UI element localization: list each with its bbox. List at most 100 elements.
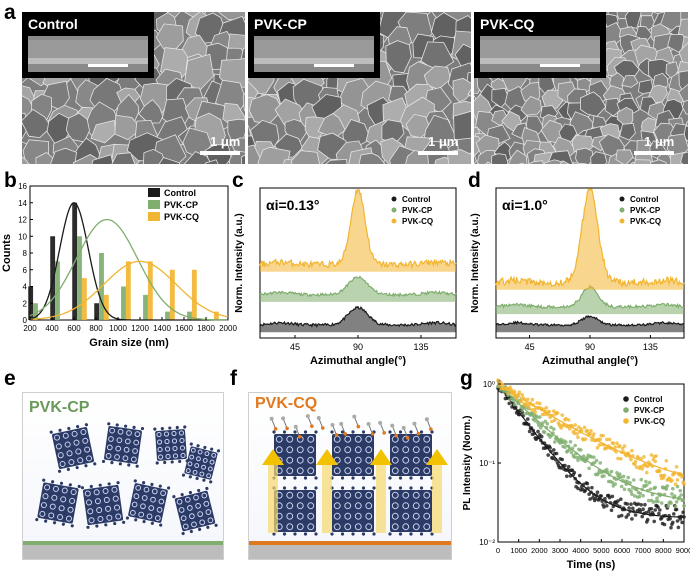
- decay-point: [526, 397, 530, 402]
- decay-point: [634, 487, 639, 492]
- lattice-site: [62, 432, 69, 439]
- lattice-site: [333, 523, 341, 531]
- histogram-bar: [33, 303, 38, 320]
- decay-point: [517, 390, 522, 394]
- lattice-site: [286, 523, 294, 531]
- crystal-body: [128, 483, 168, 523]
- lattice-site: [102, 487, 109, 495]
- lattice-site: [179, 445, 186, 451]
- decay-point: [610, 494, 615, 499]
- lattice-site: [344, 512, 352, 520]
- decay-point: [582, 425, 587, 430]
- decay-point: [552, 440, 557, 444]
- decay-point: [669, 501, 673, 505]
- lattice-site: [402, 523, 410, 531]
- lattice-site: [109, 427, 116, 434]
- octahedra-tip: [101, 459, 106, 464]
- lattice-site: [296, 456, 304, 464]
- legend-label: Control: [634, 395, 662, 404]
- lattice-site: [94, 498, 101, 505]
- sem-grain: [114, 114, 143, 141]
- y-axis-label: Counts: [1, 234, 13, 272]
- sem-grain: [485, 161, 492, 164]
- lattice-site: [333, 446, 341, 454]
- decay-point: [585, 428, 590, 433]
- histogram-bar: [50, 236, 56, 320]
- decay-point: [529, 408, 534, 412]
- decay-point: [583, 488, 588, 493]
- lattice-site: [67, 506, 74, 513]
- octahedra-tip: [189, 529, 193, 534]
- panel-label-c: c: [232, 169, 244, 192]
- decay-point: [670, 492, 674, 496]
- decay-point: [547, 409, 551, 414]
- decay-point: [592, 455, 596, 459]
- lattice-site: [412, 456, 420, 464]
- decay-point: [572, 431, 577, 435]
- decay-point: [672, 494, 677, 498]
- ligand-head: [297, 434, 302, 439]
- lattice-site: [423, 523, 431, 531]
- crystal-body: [274, 434, 316, 476]
- sem-grain: [452, 77, 471, 103]
- decay-point: [573, 423, 577, 427]
- lattice-site: [165, 453, 171, 460]
- ligand-atom: [366, 422, 371, 427]
- octahedra-tip: [409, 532, 413, 536]
- lattice-site: [156, 506, 163, 513]
- lattice-site: [60, 496, 67, 503]
- legend-marker: [623, 407, 629, 413]
- histogram-bar: [121, 286, 126, 320]
- decay-point: [662, 522, 667, 527]
- ligand-atom: [412, 421, 417, 426]
- legend-label: Control: [164, 188, 196, 198]
- decay-point: [566, 418, 571, 422]
- scale-bar-label: 1 μm: [428, 134, 459, 149]
- lattice-site: [354, 446, 362, 454]
- lattice-site: [211, 452, 217, 458]
- lattice-site: [391, 523, 399, 531]
- octahedra-tip: [398, 476, 403, 480]
- lattice-site: [65, 515, 72, 522]
- decay-fit-line: [497, 383, 685, 476]
- decay-point: [525, 401, 529, 406]
- decay-point: [626, 512, 630, 517]
- octahedra-tip: [84, 423, 89, 427]
- octahedra-tip: [51, 480, 55, 484]
- lattice-site: [205, 509, 212, 515]
- decay-point: [639, 457, 643, 461]
- octahedra-tip: [430, 430, 434, 434]
- lattice-site: [179, 437, 185, 444]
- crystal-body: [390, 490, 432, 532]
- lattice-site: [207, 466, 213, 472]
- decay-point: [535, 415, 539, 419]
- decay-point: [643, 502, 647, 507]
- ligand-head: [320, 426, 325, 430]
- lattice-site: [412, 502, 420, 510]
- octahedra-tip: [398, 430, 403, 434]
- octahedra-tip: [361, 486, 366, 490]
- sem-grain: [22, 108, 52, 139]
- lattice-site: [180, 515, 187, 522]
- green-substrate-layer: [23, 541, 223, 545]
- decay-point: [653, 485, 657, 490]
- crystal-grains-illustration: [23, 422, 223, 559]
- octahedra-tip: [61, 522, 65, 526]
- octahedra-tip: [86, 525, 90, 529]
- decay-point: [649, 453, 654, 457]
- lattice-site: [391, 512, 399, 520]
- lattice-site: [402, 456, 410, 464]
- lattice-site: [199, 519, 206, 526]
- decay-point: [609, 508, 614, 513]
- x-tick-label: 200: [23, 324, 37, 333]
- decay-point: [631, 506, 635, 511]
- decay-point: [619, 457, 623, 461]
- perovskite-grain: [35, 478, 81, 528]
- decay-point: [633, 459, 638, 464]
- ligand-head: [334, 433, 339, 437]
- sem-grain: [559, 160, 570, 164]
- octahedra-tip: [80, 486, 84, 490]
- crystal-body: [82, 484, 124, 526]
- sem-grain: [290, 150, 320, 164]
- crystal-body: [332, 434, 374, 476]
